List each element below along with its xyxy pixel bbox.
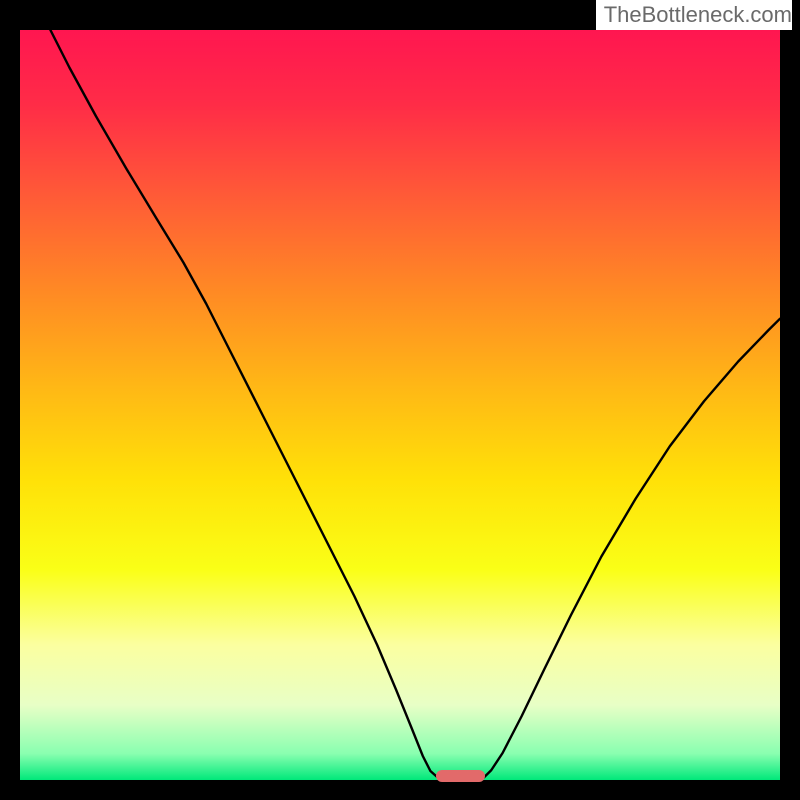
chart-root: TheBottleneck.com bbox=[0, 0, 800, 800]
minimum-marker bbox=[436, 770, 485, 782]
gradient-background bbox=[20, 30, 780, 780]
plot-area bbox=[20, 30, 780, 780]
attribution-text: TheBottleneck.com bbox=[596, 0, 792, 30]
gradient-v-plot bbox=[20, 30, 780, 780]
